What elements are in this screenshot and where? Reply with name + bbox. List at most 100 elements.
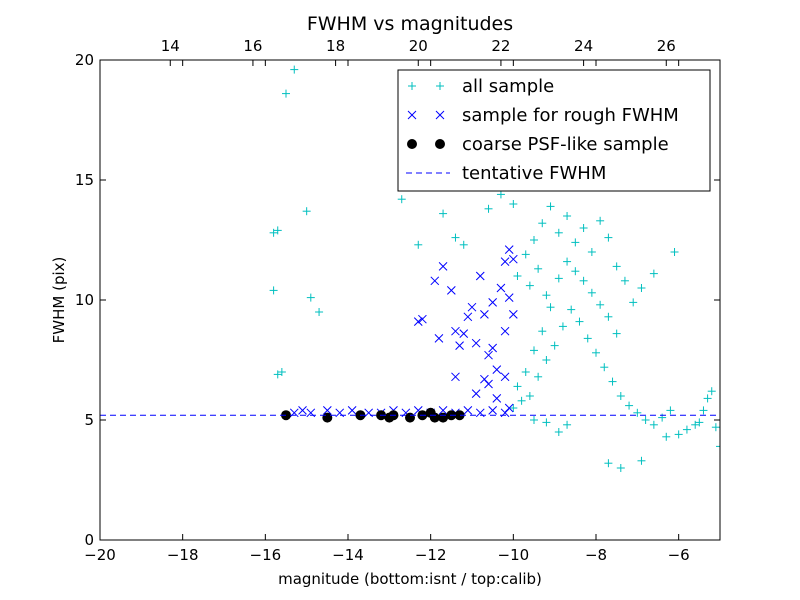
legend-label-all-sample: all sample [462,76,554,97]
all-sample-point-84 [554,274,563,283]
sample-for-rough-fwhm-point-38-b [504,245,514,254]
all-sample-point-87 [530,346,538,355]
sample-for-rough-fwhm-point-42-b [492,394,502,403]
all-sample-point-43 [691,420,700,429]
sample-for-rough-fwhm-point-35 [492,365,502,374]
sample-for-rough-fwhm-point-3 [322,406,332,415]
x-tick-label: −8 [585,546,607,564]
all-sample-point-82 [571,267,580,276]
all-sample-point-42 [699,406,708,415]
sample-for-rough-fwhm-point-25 [451,326,460,336]
all-sample-point-72 [633,408,642,417]
sample-for-rough-fwhm-point-2-b [306,408,316,418]
sample-for-rough-fwhm-point-23 [438,262,448,271]
sample-for-rough-fwhm-point-48 [500,326,510,336]
y-tick-label: 20 [75,51,94,69]
all-sample-point-1 [290,65,299,74]
all-sample-point-61 [542,356,551,364]
all-sample-point-69 [608,377,617,386]
all-sample-point-71 [625,401,634,410]
sample-for-rough-fwhm-point-47 [504,293,514,302]
sample-for-rough-fwhm-point-5 [347,406,357,415]
sample-for-rough-fwhm-point-41-b [500,372,510,382]
all-sample-point-88 [521,368,530,376]
sample-for-rough-fwhm-point-24-b [446,286,456,295]
x-tick-label: −20 [84,546,116,564]
sample-for-rough-fwhm-point-20-b [418,314,427,324]
all-sample-point-70 [616,392,625,400]
all-sample-point-76 [666,406,675,415]
sample-for-rough-fwhm-point-24 [446,286,456,295]
all-sample-point-14 [484,204,493,213]
all-sample-point-86 [538,327,547,336]
sample-for-rough-fwhm-point-16 [488,406,498,415]
all-sample-point-73 [641,416,650,424]
sample-for-rough-fwhm-point-14 [463,406,473,415]
sample-for-rough-fwhm-point-23-b [438,262,448,271]
coarse-psf-like-sample-point-5 [405,412,415,423]
sample-for-rough-fwhm-point-37 [500,257,510,266]
all-sample-point-59 [525,392,534,400]
series-all-sample [269,65,720,472]
sample-for-rough-fwhm-point-40 [508,254,518,264]
sample-for-rough-fwhm-point-32 [480,310,489,319]
all-sample-point-39 [542,291,551,300]
top-tick-label: 26 [657,37,676,55]
sample-for-rough-fwhm-point-10-b [413,406,423,415]
all-sample-point-48 [711,423,720,432]
all-sample-point-30 [670,248,679,256]
all-sample-point-21 [538,219,547,228]
y-axis-label: FWHM (pix) [50,257,68,344]
legend-box [397,69,711,192]
all-sample-point-16 [509,200,518,208]
all-sample-point-65 [575,317,584,326]
y-tick-label: 10 [75,291,94,309]
x-axis-label: magnitude (bottom:isnt / top:calib) [278,570,542,588]
legend-marker-sample-for-rough-fwhm-b [435,110,445,120]
sample-for-rough-fwhm-point-19 [413,317,423,326]
all-sample-point-57 [509,404,518,412]
sample-for-rough-fwhm-point-21 [430,276,440,286]
sample-for-rough-fwhm-point-21-b [430,276,440,286]
all-sample-point-10 [414,240,423,249]
all-sample-point-49 [716,442,720,451]
sample-for-rough-fwhm-point-39-b [508,310,518,319]
sample-for-rough-fwhm-point-49 [488,343,498,353]
sample-for-rough-fwhm-point-45 [480,374,489,384]
sample-for-rough-fwhm-point-5-b [347,406,357,415]
sample-for-rough-fwhm-point-33 [484,350,493,360]
all-sample-point-12 [451,233,460,242]
sample-for-rough-fwhm-point-41 [500,372,510,382]
all-sample-point-46 [674,430,683,439]
legend-marker-sample-for-rough-fwhm-a-b [407,110,417,120]
top-tick-label: 22 [491,37,510,55]
sample-for-rough-fwhm-point-34 [488,298,498,307]
sample-for-rough-fwhm-point-33-b [484,350,493,360]
sample-for-rough-fwhm-point-3-b [322,406,332,415]
all-sample-point-6 [306,293,315,302]
top-tick-label: 14 [161,37,180,55]
all-sample-point-31 [649,269,658,278]
all-sample-point-32 [637,284,646,292]
sample-for-rough-fwhm-point-14-b [463,406,473,415]
all-sample-point-25 [571,238,580,247]
all-sample-point-41 [707,387,716,396]
sample-for-rough-fwhm-point-16-b [488,406,498,415]
all-sample-point-7 [315,308,324,316]
sample-for-rough-fwhm-point-30-b [471,338,481,348]
sample-for-rough-fwhm-point-46-b [471,389,481,398]
all-sample-point-56 [530,416,538,424]
sample-for-rough-fwhm-point-1 [298,406,307,415]
all-sample-point-11 [397,195,406,204]
all-sample-point-33 [629,298,638,307]
top-tick-label: 18 [326,37,345,55]
sample-for-rough-fwhm-point-35-b [492,365,502,374]
plot-area [100,65,720,472]
legend-label-tentative-fwhm: tentative FWHM [462,163,606,184]
all-sample-point-13 [459,240,468,249]
sample-for-rough-fwhm-point-36 [496,283,506,293]
chart-title: FWHM vs magnitudes [307,13,513,35]
sample-for-rough-fwhm-point-34-b [488,298,498,307]
top-tick-label: 20 [409,37,428,55]
sample-for-rough-fwhm-point-37-b [500,257,510,266]
